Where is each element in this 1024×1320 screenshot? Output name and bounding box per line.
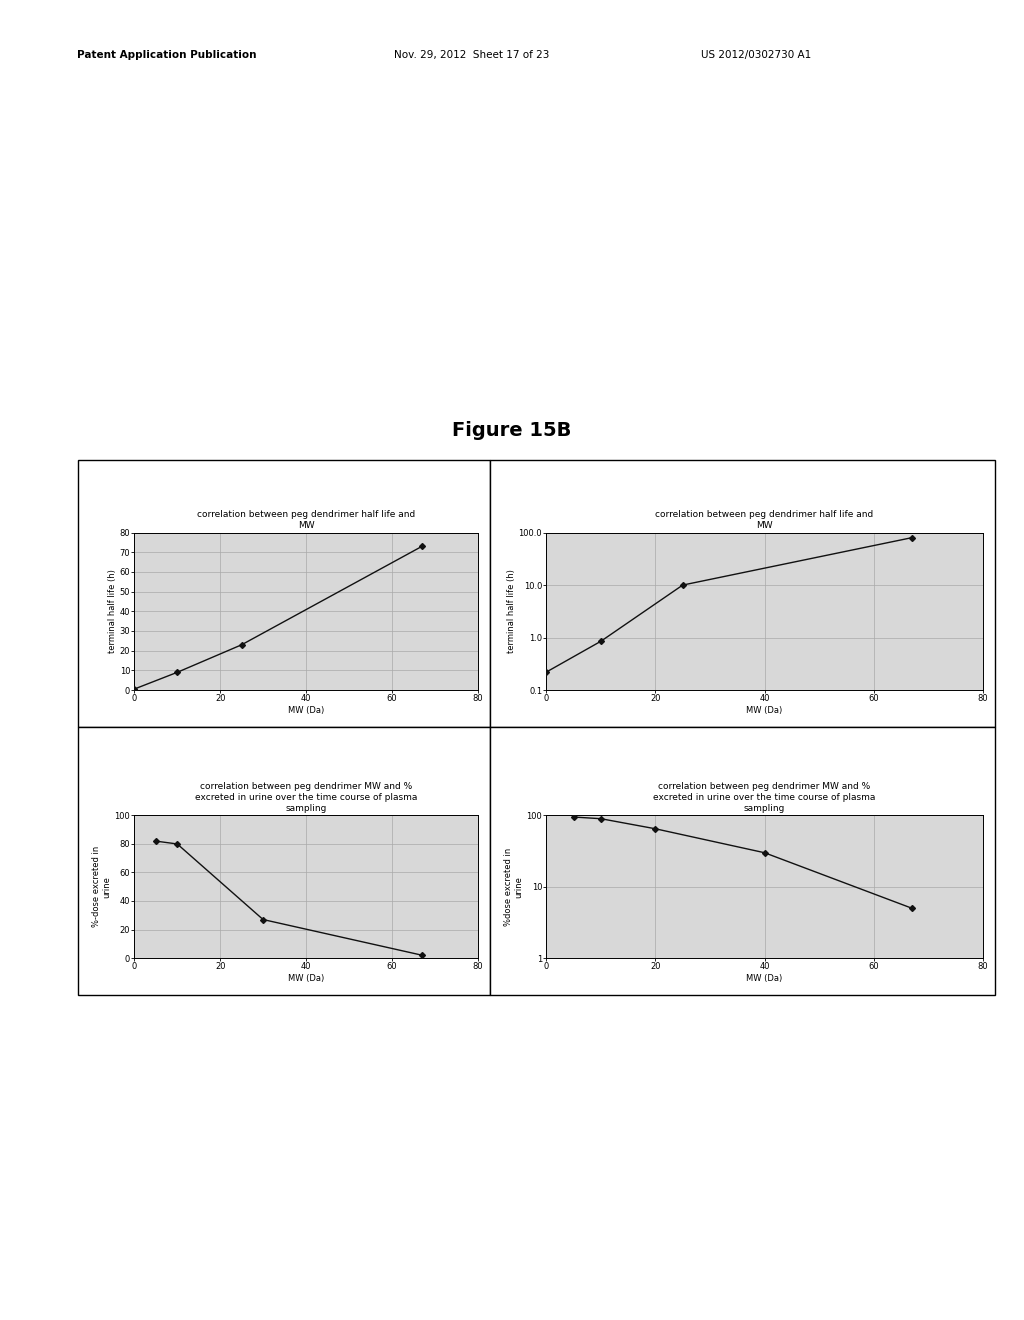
Y-axis label: %dose excreted in
urine: %dose excreted in urine <box>504 847 523 925</box>
X-axis label: MW (Da): MW (Da) <box>746 706 782 715</box>
Y-axis label: terminal half life (h): terminal half life (h) <box>108 569 117 653</box>
X-axis label: MW (Da): MW (Da) <box>288 706 325 715</box>
Title: correlation between peg dendrimer half life and
MW: correlation between peg dendrimer half l… <box>655 511 873 531</box>
Text: Patent Application Publication: Patent Application Publication <box>77 50 256 61</box>
Y-axis label: %-dose excreted in
urine: %-dose excreted in urine <box>92 846 112 928</box>
Text: Nov. 29, 2012  Sheet 17 of 23: Nov. 29, 2012 Sheet 17 of 23 <box>394 50 550 61</box>
Title: correlation between peg dendrimer MW and %
excreted in urine over the time cours: correlation between peg dendrimer MW and… <box>653 781 876 813</box>
Text: Figure 15B: Figure 15B <box>453 421 571 440</box>
Title: correlation between peg dendrimer MW and %
excreted in urine over the time cours: correlation between peg dendrimer MW and… <box>195 781 417 813</box>
X-axis label: MW (Da): MW (Da) <box>746 974 782 983</box>
Text: US 2012/0302730 A1: US 2012/0302730 A1 <box>701 50 812 61</box>
Title: correlation between peg dendrimer half life and
MW: correlation between peg dendrimer half l… <box>197 511 415 531</box>
Y-axis label: terminal half life (h): terminal half life (h) <box>507 569 516 653</box>
X-axis label: MW (Da): MW (Da) <box>288 974 325 983</box>
